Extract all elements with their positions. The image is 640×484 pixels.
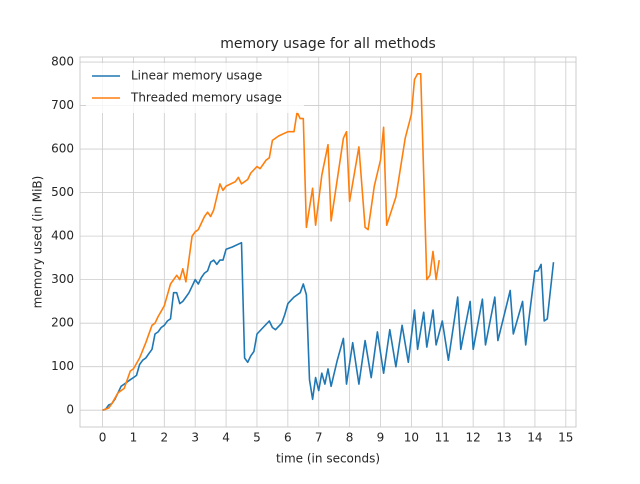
legend-box <box>86 63 304 113</box>
y-tick-label: 600 <box>51 142 74 156</box>
y-tick-label: 200 <box>51 316 74 330</box>
x-tick-label: 9 <box>377 431 385 445</box>
y-tick-label: 300 <box>51 272 74 286</box>
x-tick-label: 2 <box>160 431 168 445</box>
x-tick-label: 1 <box>130 431 138 445</box>
x-tick-label: 13 <box>496 431 511 445</box>
x-tick-label: 14 <box>527 431 542 445</box>
x-tick-label: 0 <box>99 431 107 445</box>
x-tick-label: 6 <box>284 431 292 445</box>
x-tick-label: 5 <box>253 431 261 445</box>
x-tick-label: 7 <box>315 431 323 445</box>
y-tick-label: 700 <box>51 98 74 112</box>
chart-title: memory usage for all methods <box>220 36 436 52</box>
legend-label: Linear memory usage <box>131 69 262 83</box>
x-tick-label: 4 <box>222 431 230 445</box>
series-line <box>102 73 440 411</box>
x-axis-label: time (in seconds) <box>276 452 380 466</box>
y-axis-label: memory used (in MiB) <box>31 176 45 309</box>
x-tick-label: 3 <box>191 431 199 445</box>
legend-label: Threaded memory usage <box>130 91 282 105</box>
x-tick-label: 15 <box>558 431 573 445</box>
y-tick-label: 100 <box>51 359 74 373</box>
x-tick-label: 10 <box>404 431 419 445</box>
y-tick-label: 400 <box>51 229 74 243</box>
series-line <box>102 241 555 411</box>
x-tick-label: 12 <box>466 431 481 445</box>
plot-frame <box>79 56 577 428</box>
y-tick-label: 800 <box>51 55 74 69</box>
x-tick-label: 11 <box>435 431 450 445</box>
y-tick-label: 500 <box>51 185 74 199</box>
x-tick-label: 8 <box>346 431 354 445</box>
y-tick-label: 0 <box>66 403 74 417</box>
